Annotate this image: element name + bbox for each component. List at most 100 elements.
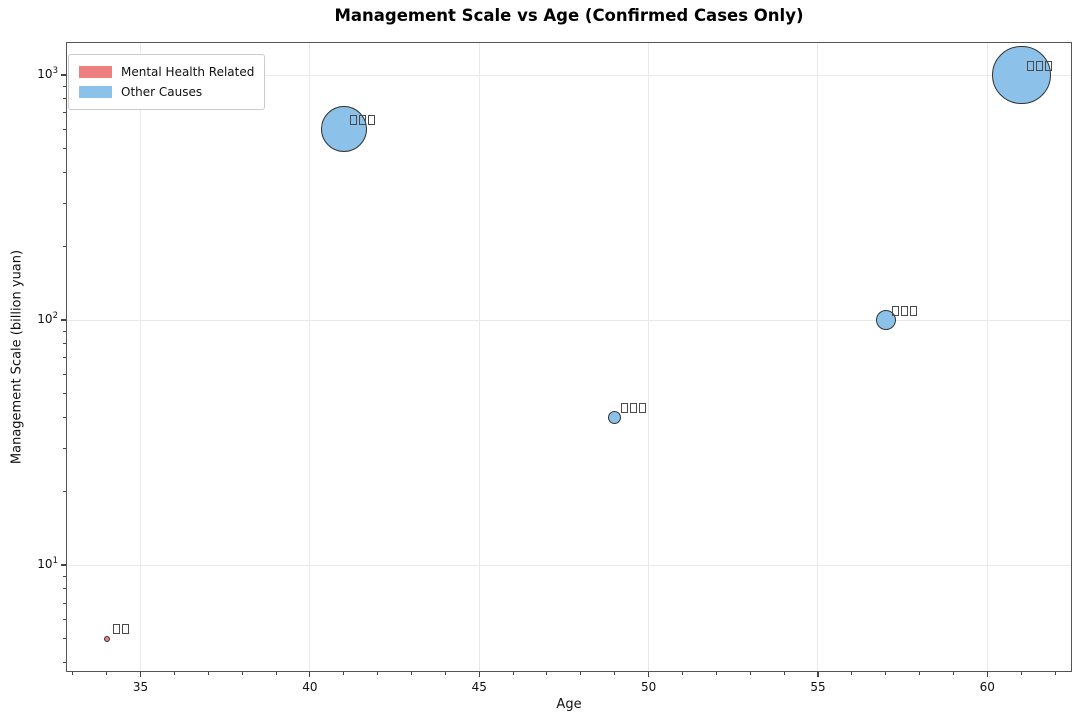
missing-glyph-box [1045, 60, 1053, 71]
bubble-label-age-61 [1027, 59, 1054, 71]
missing-glyph-box [1027, 60, 1035, 71]
x-axis-label: Age [556, 697, 582, 712]
gridline-y-10 [66, 564, 1072, 566]
legend: Mental Health Related Other Causes [68, 54, 266, 110]
bubble-age-41 [320, 106, 367, 153]
x-minor-tick-52 [715, 672, 717, 675]
y-tick-label-100: 102 [37, 311, 58, 327]
y-minor-tick-4 [63, 662, 66, 664]
x-minor-tick-62 [1054, 672, 1056, 675]
missing-glyph-box [358, 114, 366, 125]
y-minor-tick-400 [63, 172, 66, 174]
gridline-x-35 [140, 42, 142, 672]
missing-glyph-box [638, 403, 646, 414]
x-minor-tick-37 [207, 672, 209, 675]
x-tick-50 [647, 672, 650, 677]
bubble-age-61 [991, 45, 1051, 105]
x-minor-tick-38 [241, 672, 243, 675]
gridline-x-50 [648, 42, 650, 672]
gridline-y-100 [66, 319, 1072, 321]
y-tick-100 [61, 319, 66, 321]
gridline-x-60 [986, 42, 988, 672]
y-minor-tick-7 [63, 602, 66, 604]
y-tick-label-1000: 103 [37, 66, 58, 82]
bubble-label-age-34 [112, 623, 131, 635]
x-tick-45 [478, 672, 480, 677]
x-tick-label-60: 60 [979, 680, 995, 694]
gridline-y-1000 [66, 74, 1072, 76]
y-tick-1000 [61, 74, 66, 76]
x-minor-tick-59 [952, 672, 954, 675]
bubble-age-57 [875, 310, 896, 331]
x-tick-35 [139, 672, 142, 677]
y-minor-tick-200 [63, 245, 66, 247]
y-minor-tick-8 [63, 588, 66, 590]
x-minor-tick-54 [783, 672, 785, 675]
x-minor-tick-49 [614, 672, 616, 675]
legend-label: Other Causes [121, 85, 203, 99]
x-tick-40 [309, 672, 311, 677]
y-minor-tick-50 [63, 393, 66, 395]
x-tick-label-55: 55 [810, 680, 826, 694]
x-tick-label-40: 40 [302, 680, 318, 694]
bubble-age-34 [103, 635, 110, 642]
x-minor-tick-41 [343, 672, 345, 675]
legend-swatch-other-causes [79, 86, 112, 98]
y-minor-tick-500 [63, 148, 66, 150]
bubble-label-age-57 [891, 304, 919, 316]
x-minor-tick-47 [546, 672, 548, 675]
x-minor-tick-56 [851, 672, 853, 675]
y-tick-label-10: 101 [37, 556, 58, 572]
x-tick-label-50: 50 [640, 680, 657, 694]
y-minor-tick-700 [63, 112, 66, 114]
y-axis-label: Management Scale (billion yuan) [9, 249, 25, 465]
y-minor-tick-60 [63, 373, 66, 375]
x-tick-label-35: 35 [132, 680, 149, 694]
x-minor-tick-53 [749, 672, 751, 675]
y-minor-tick-70 [63, 357, 66, 359]
missing-glyph-box [349, 114, 357, 125]
x-tick-label-45: 45 [471, 680, 487, 694]
missing-glyph-box [909, 305, 917, 316]
y-minor-tick-30 [63, 447, 66, 449]
legend-item-mental-health: Mental Health Related [79, 62, 254, 82]
gridline-x-55 [817, 42, 819, 672]
gridline-x-45 [478, 42, 480, 672]
x-minor-tick-42 [377, 672, 379, 675]
gridline-x-40 [309, 42, 311, 672]
x-minor-tick-39 [275, 672, 277, 675]
y-minor-tick-900 [63, 85, 66, 87]
x-minor-tick-61 [1020, 672, 1022, 675]
x-minor-tick-34 [106, 672, 108, 675]
plot-area [66, 42, 1072, 672]
x-minor-tick-36 [173, 672, 175, 675]
x-minor-tick-57 [885, 672, 887, 675]
legend-item-other-causes: Other Causes [79, 82, 254, 102]
bubble-label-age-41 [349, 113, 377, 125]
y-minor-tick-80 [63, 343, 66, 345]
bubble-age-49 [608, 410, 622, 425]
y-minor-tick-20 [63, 490, 66, 492]
x-minor-tick-43 [410, 672, 412, 675]
x-minor-tick-44 [444, 672, 446, 675]
x-minor-tick-48 [580, 672, 582, 675]
y-minor-tick-800 [63, 98, 66, 100]
missing-glyph-box [629, 403, 637, 414]
y-minor-tick-40 [63, 417, 66, 419]
y-tick-10 [61, 564, 66, 566]
y-minor-tick-300 [63, 202, 66, 204]
x-minor-tick-33 [72, 672, 74, 675]
missing-glyph-box [367, 114, 375, 125]
x-tick-60 [986, 672, 988, 677]
missing-glyph-box [1036, 60, 1044, 71]
y-minor-tick-5 [63, 638, 66, 640]
missing-glyph-box [900, 305, 908, 316]
x-minor-tick-51 [681, 672, 683, 675]
missing-glyph-box [121, 624, 129, 635]
legend-swatch-mental-health [79, 66, 112, 78]
missing-glyph-box [891, 305, 899, 316]
y-minor-tick-600 [63, 128, 66, 130]
x-minor-tick-58 [919, 672, 921, 675]
y-minor-tick-6 [63, 618, 66, 620]
